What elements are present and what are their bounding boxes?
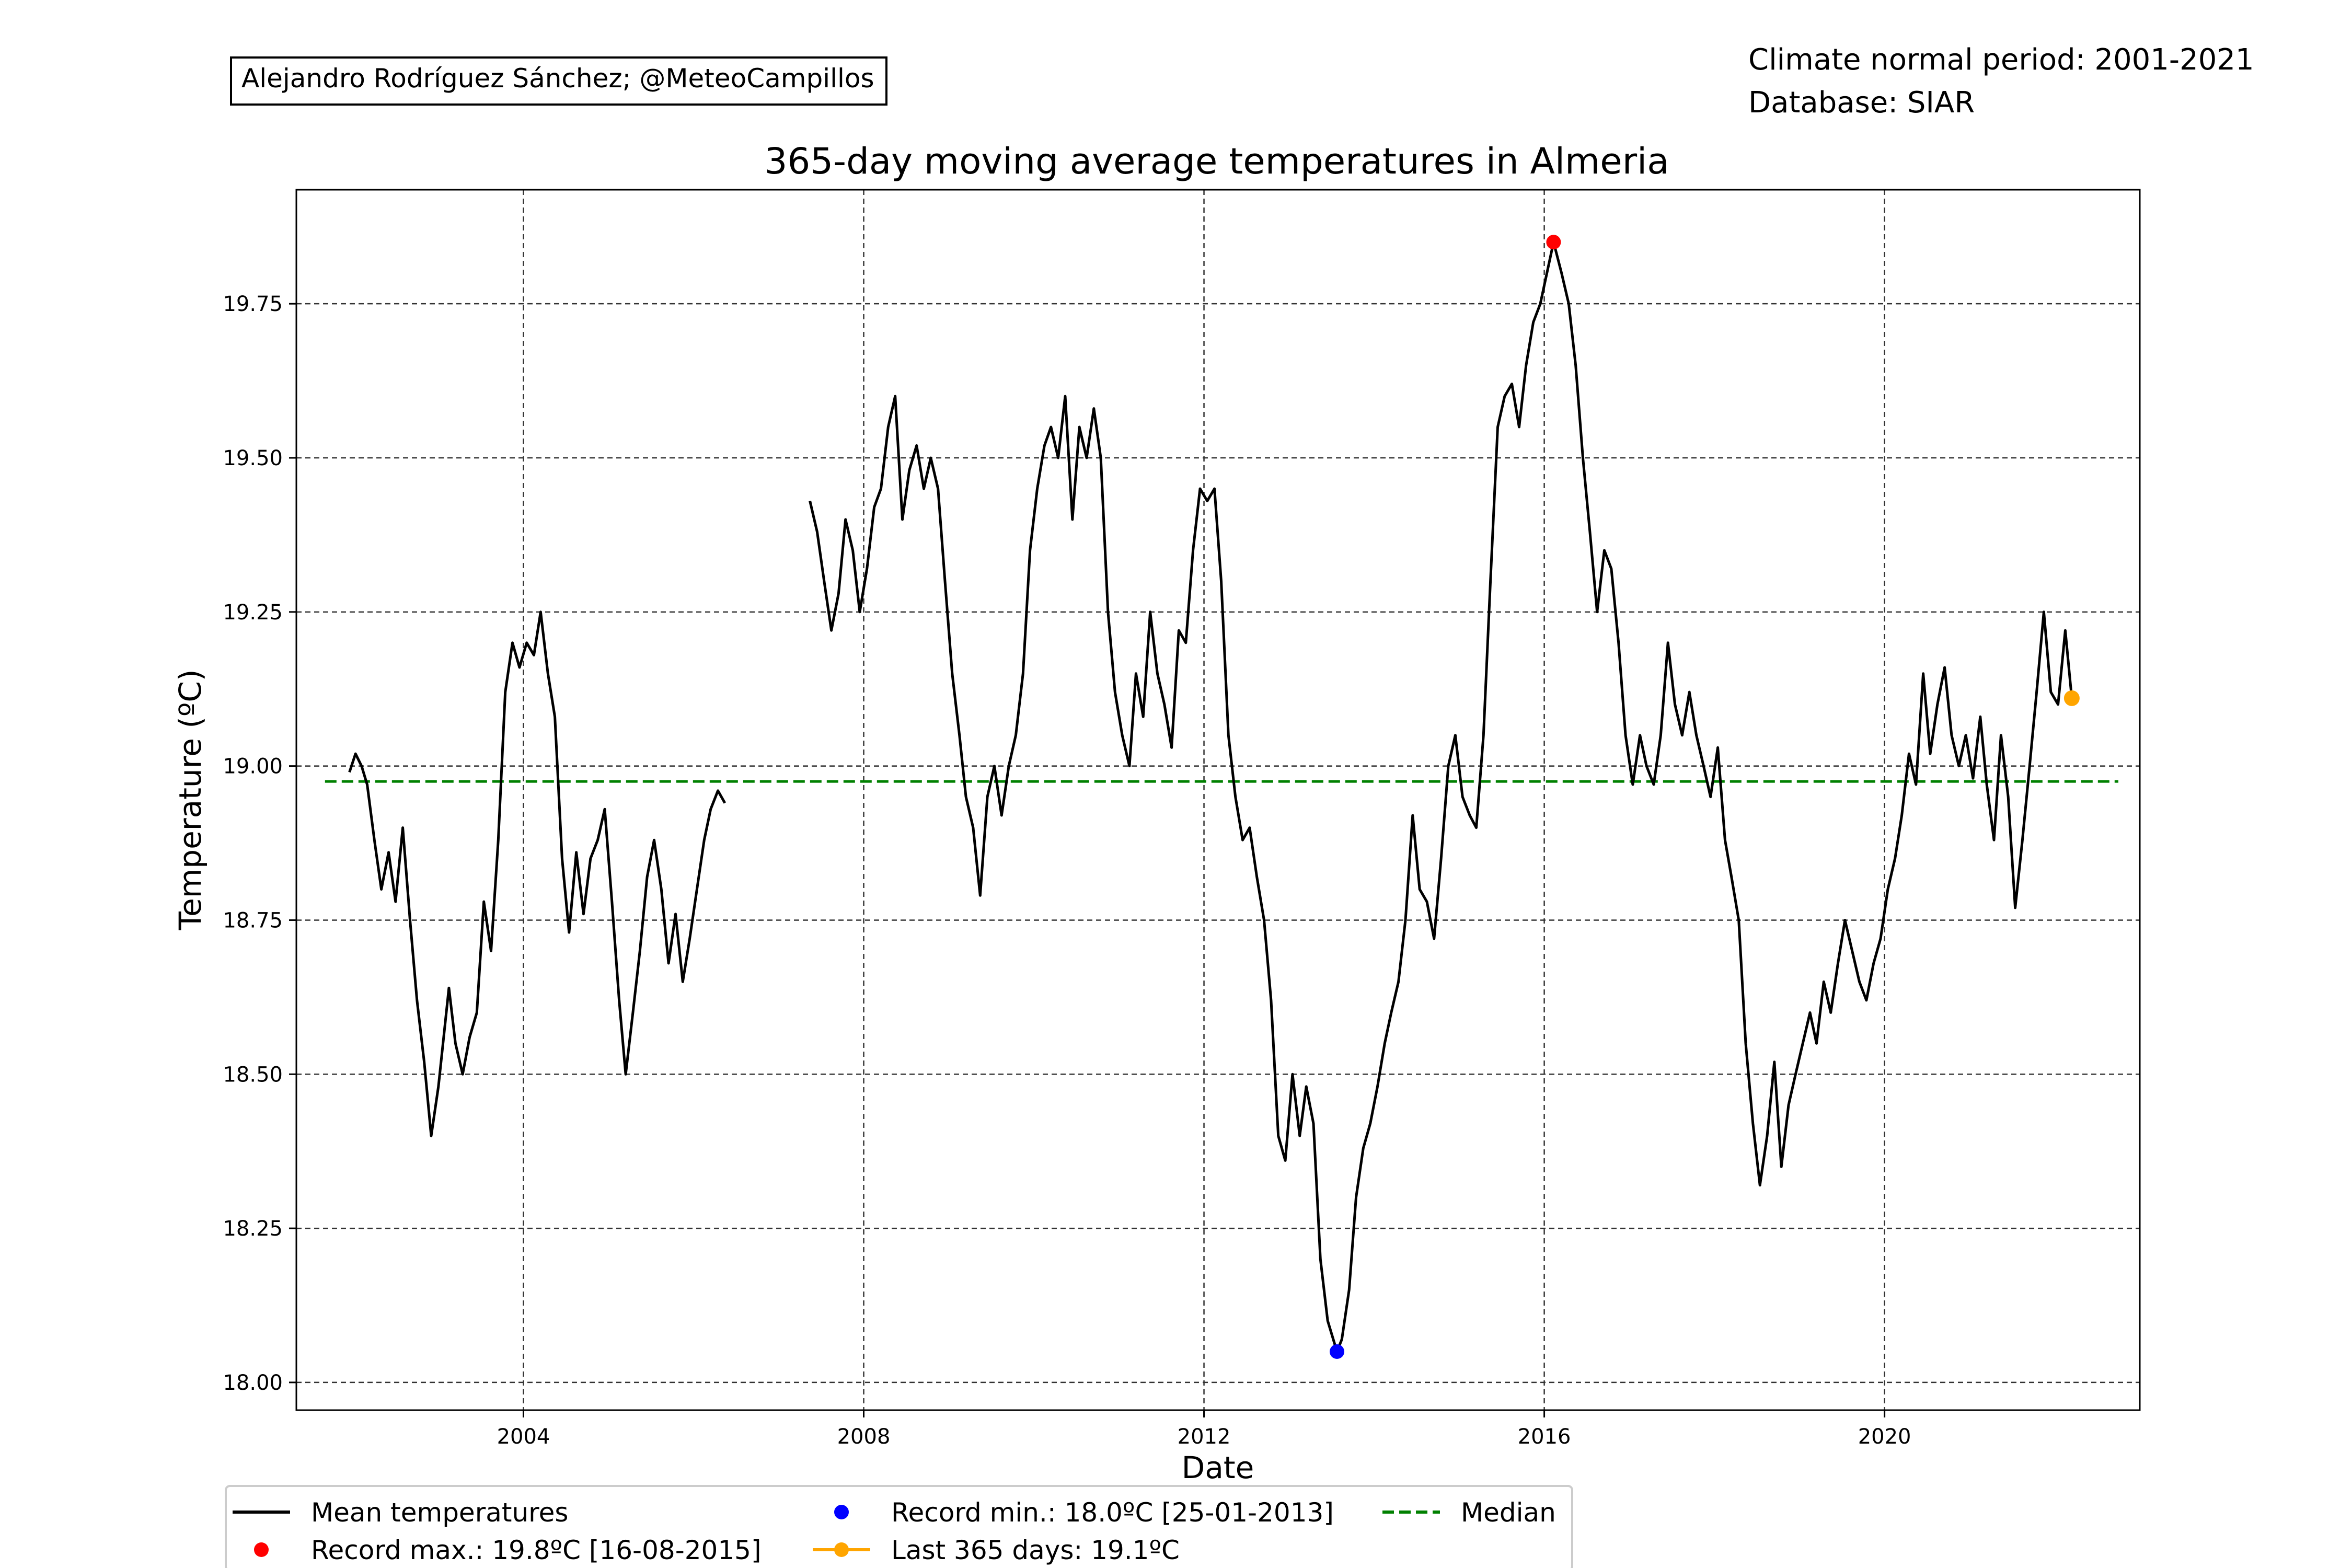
- record-max-marker: [1546, 235, 1561, 250]
- credit-box: [230, 56, 887, 106]
- legend: Mean temperatures Record max.: 19.8ºC [16…: [233, 1497, 1556, 1565]
- legend-dot-handle: [834, 1542, 849, 1557]
- x-gridlines: [523, 190, 1885, 1410]
- y-tick-label: 18.50: [223, 1063, 283, 1087]
- y-tick-label: 19.75: [223, 292, 283, 316]
- y-tick-label: 18.00: [223, 1371, 283, 1395]
- y-tick-label: 19.25: [223, 601, 283, 625]
- chart-title: 365-day moving average temperatures in A…: [764, 141, 1669, 182]
- legend-dot-handle: [254, 1542, 269, 1557]
- last-365-days-marker: [2063, 690, 2080, 706]
- y-gridlines: [296, 303, 2140, 1383]
- x-tick-label: 2016: [1518, 1425, 1571, 1449]
- plot-frame: [295, 189, 2141, 1411]
- y-axis-ticks: 18.00 18.25 18.50 18.75 19.00 19.25 19.50 19.75: [223, 292, 296, 1395]
- x-tick-label: 2020: [1858, 1425, 1911, 1449]
- y-tick-label: 19.50: [223, 446, 283, 470]
- credit-text: Alejandro Rodríguez Sánchez; @MeteoCampi…: [241, 63, 874, 94]
- legend-label: Mean temperatures: [311, 1497, 568, 1528]
- climate-period-text: Climate normal period: 2001-2021: [1748, 43, 2254, 77]
- legend-label: Record max.: 19.8ºC [16-08-2015]: [311, 1535, 762, 1565]
- database-text: Database: SIAR: [1748, 86, 1975, 120]
- y-tick-label: 18.25: [223, 1217, 283, 1241]
- legend-label: Median: [1461, 1497, 1556, 1528]
- y-tick-label: 18.75: [223, 908, 283, 932]
- x-axis-label: Date: [1182, 1450, 1254, 1485]
- x-tick-label: 2004: [497, 1425, 550, 1449]
- x-tick-label: 2012: [1178, 1425, 1231, 1449]
- x-axis-ticks: 2004 2008 2012 2016 2020: [497, 1410, 1911, 1449]
- y-tick-label: 19.00: [223, 755, 283, 779]
- record-min-marker: [1329, 1344, 1344, 1359]
- legend-dot-handle: [834, 1505, 849, 1519]
- legend-box: [225, 1485, 1573, 1568]
- legend-label: Record min.: 18.0ºC [25-01-2013]: [891, 1497, 1334, 1528]
- x-tick-label: 2008: [837, 1425, 891, 1449]
- mean-temperature-line: [348, 240, 2073, 1353]
- y-axis-label: Temperature (ºC): [172, 670, 208, 931]
- legend-label: Last 365 days: 19.1ºC: [891, 1535, 1180, 1565]
